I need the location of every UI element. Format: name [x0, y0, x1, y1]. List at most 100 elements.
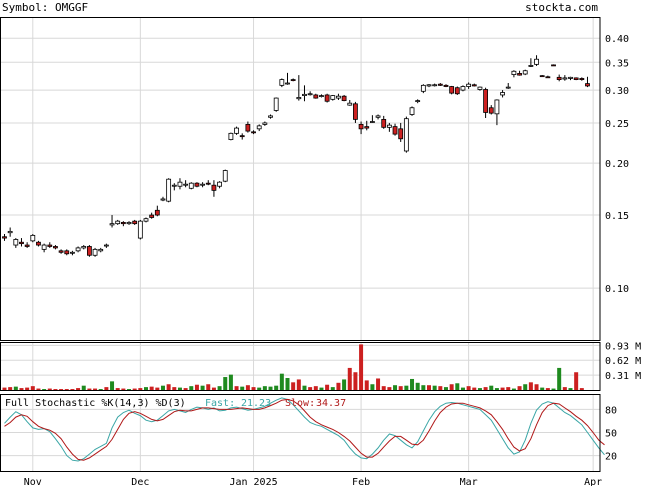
candle — [154, 205, 160, 217]
volume-bar — [568, 388, 573, 390]
volume-bar — [540, 387, 545, 390]
volume-bar — [483, 387, 488, 390]
panel-frame — [0, 394, 601, 472]
volume-bar — [415, 382, 420, 390]
candle-body — [585, 83, 590, 87]
candle-body — [194, 182, 200, 187]
volume-bar — [268, 386, 273, 390]
volume-bar — [160, 385, 165, 390]
candle — [386, 122, 392, 132]
volume-bar — [70, 389, 75, 391]
candle-body — [545, 76, 551, 79]
candle — [369, 115, 375, 123]
candle-body — [568, 76, 573, 79]
candle — [268, 114, 273, 119]
volume-bar — [144, 387, 148, 390]
candle — [166, 178, 172, 203]
volume-bar — [211, 387, 216, 390]
candle-body — [132, 220, 138, 225]
price-tick-label: 0.20 — [605, 159, 629, 170]
candle-body — [330, 95, 336, 100]
x-tick-label: Feb — [352, 477, 370, 486]
volume-bar — [115, 388, 120, 390]
candle — [251, 130, 256, 135]
volume-bar — [421, 385, 426, 390]
candle-body — [415, 100, 421, 103]
volume-bar — [449, 384, 454, 390]
candle — [460, 85, 466, 92]
candle — [41, 243, 47, 253]
candle — [19, 238, 24, 247]
candle-body — [81, 246, 87, 249]
candle — [115, 219, 121, 225]
candle-body — [70, 251, 75, 254]
candle — [539, 75, 545, 78]
volume-bar — [557, 367, 562, 390]
volume-bar — [36, 388, 41, 390]
candle-body — [534, 58, 539, 65]
volume-bar — [42, 389, 47, 391]
candle-body — [75, 247, 81, 252]
candle-body — [398, 128, 404, 140]
candle — [534, 55, 539, 66]
candle — [200, 182, 206, 188]
candle-body — [528, 65, 534, 67]
volume-bar — [579, 388, 584, 390]
candle — [426, 84, 432, 88]
volume-bar — [245, 385, 250, 390]
candle — [494, 99, 500, 126]
candle-body — [449, 86, 455, 94]
candle — [194, 182, 200, 188]
volume-bar — [511, 388, 516, 390]
candle-body — [426, 84, 432, 87]
candle-body — [290, 79, 296, 81]
price-tick-label: 0.30 — [605, 86, 629, 97]
candle-body — [262, 122, 268, 125]
volume-bar — [404, 385, 409, 390]
volume-bar — [353, 372, 358, 390]
volume-bar — [13, 386, 18, 390]
candle — [313, 93, 319, 99]
axis-labels: 0.40 0.35 0.30 0.25 0.20 0.15 0.10 Nov Dec Jan 20… — [24, 34, 641, 488]
volume-bar — [138, 388, 143, 390]
candle — [262, 121, 268, 126]
candle-body — [19, 241, 24, 245]
volume-bar — [30, 386, 35, 390]
volume-bar — [517, 386, 522, 390]
volume-bar — [296, 379, 301, 390]
candle-body — [143, 218, 149, 222]
candle — [364, 120, 370, 131]
candle — [551, 64, 556, 67]
volume-bar — [319, 387, 324, 390]
volume-bar — [574, 372, 579, 390]
stochastic-tick-label: 20 — [605, 452, 617, 463]
volume-bar — [359, 344, 364, 390]
volume-bar — [194, 384, 199, 390]
candle-body — [53, 246, 58, 249]
candle — [7, 227, 13, 237]
candle — [70, 250, 75, 256]
candle — [205, 180, 211, 186]
candle-body — [64, 250, 70, 255]
volume-bar — [551, 388, 556, 390]
candle-body — [36, 241, 41, 246]
candle-body — [551, 64, 556, 67]
candle — [126, 221, 132, 225]
candle — [443, 84, 449, 88]
volume-bar — [177, 387, 182, 390]
candle-body — [403, 118, 409, 152]
candle-body — [58, 250, 64, 253]
candle — [47, 242, 53, 248]
volume-bar — [127, 389, 132, 391]
volume-bar — [274, 385, 279, 390]
candle-body — [285, 82, 290, 85]
candle — [273, 97, 279, 112]
candle-body — [483, 89, 489, 113]
volume-bar — [223, 377, 228, 390]
candle — [92, 247, 98, 257]
candle-body — [437, 83, 443, 86]
candle-body — [517, 73, 522, 76]
candle-body — [420, 84, 426, 92]
candle-body — [217, 181, 222, 187]
candle — [188, 182, 194, 190]
